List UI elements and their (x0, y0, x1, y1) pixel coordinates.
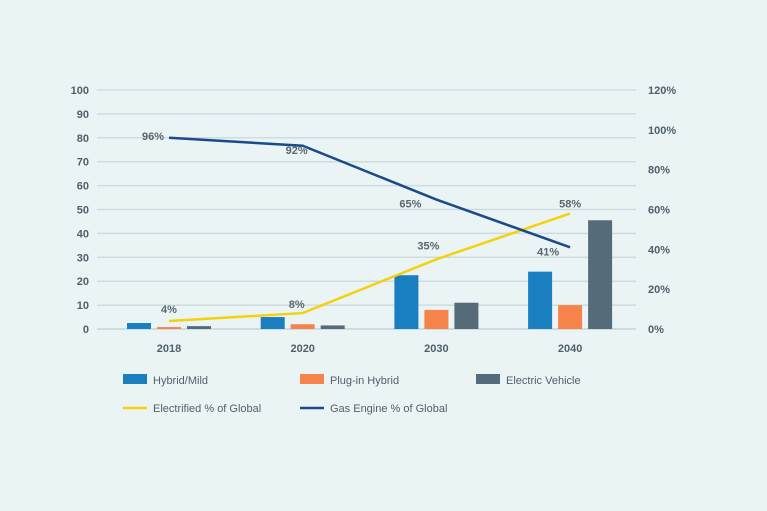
bar-hybrid-mild (394, 275, 419, 329)
y-tick-label: 20 (77, 276, 89, 288)
data-label: 58% (559, 198, 581, 210)
bar-hybrid-mild (528, 271, 553, 329)
data-label: 8% (289, 299, 305, 311)
y2-tick-label: 80% (648, 165, 670, 177)
bar-plug-in-hybrid (558, 305, 583, 329)
y-tick-label: 40 (77, 228, 89, 240)
y-tick-label: 80 (77, 133, 89, 145)
bar-hybrid-mild (260, 317, 285, 329)
bar-plug-in-hybrid (290, 324, 315, 329)
x-tick-label: 2018 (157, 343, 181, 355)
data-label: 96% (142, 131, 164, 143)
y-tick-label: 60 (77, 181, 89, 193)
legend-swatch (476, 374, 500, 384)
bar-hybrid-mild (127, 323, 151, 329)
y-tick-label: 10 (77, 300, 89, 312)
legend-label: Plug-in Hybrid (330, 375, 399, 387)
bar-electric-vehicle (588, 220, 613, 329)
y2-tick-label: 20% (648, 284, 670, 296)
bar-electric-vehicle (454, 302, 479, 329)
bar-electric-vehicle (320, 325, 345, 329)
bar-plug-in-hybrid (424, 309, 449, 329)
bar-electric-vehicle (187, 326, 211, 329)
data-label: 65% (399, 199, 421, 211)
legend-label: Electrified % of Global (153, 403, 261, 415)
legend-label: Hybrid/Mild (153, 375, 208, 387)
bar-plug-in-hybrid (157, 327, 181, 329)
x-tick-label: 2040 (558, 343, 582, 355)
x-tick-label: 2030 (424, 343, 448, 355)
line-electrified-of-global (168, 212, 571, 323)
legend-swatch (300, 374, 324, 384)
y-tick-label: 90 (77, 109, 89, 121)
legend-label: Gas Engine % of Global (330, 403, 447, 415)
y-tick-label: 50 (77, 205, 89, 217)
y-tick-label: 70 (77, 157, 89, 169)
y2-tick-label: 100% (648, 125, 676, 137)
data-label: 41% (537, 246, 559, 258)
y-tick-label: 0 (83, 324, 89, 336)
x-tick-label: 2020 (290, 343, 314, 355)
y-tick-label: 100 (71, 85, 89, 97)
y2-tick-label: 120% (648, 85, 676, 97)
data-label: 92% (286, 145, 308, 157)
line-gas-engine-of-global (168, 136, 571, 249)
y2-tick-label: 60% (648, 205, 670, 217)
data-label: 35% (417, 240, 439, 252)
y-tick-label: 30 (77, 252, 89, 264)
y2-tick-label: 40% (648, 244, 670, 256)
data-label: 4% (161, 304, 177, 316)
legend-label: Electric Vehicle (506, 375, 581, 387)
y2-tick-label: 0% (648, 324, 664, 336)
legend-swatch (123, 374, 147, 384)
